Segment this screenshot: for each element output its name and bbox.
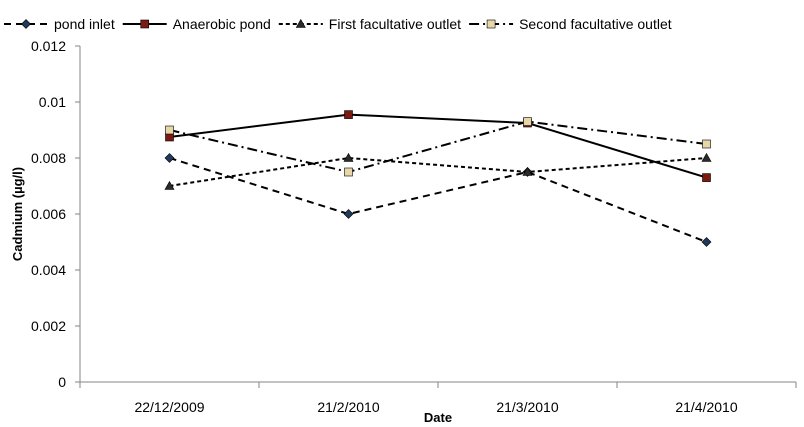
y-tick-label: 0.012 xyxy=(31,38,66,54)
x-axis-title: Date xyxy=(424,410,452,425)
legend-item: Anaerobic pond xyxy=(122,16,271,32)
series-line xyxy=(169,113,707,179)
y-tick-label: 0.01 xyxy=(39,94,66,110)
legend-item: pond inlet xyxy=(4,16,115,32)
y-tick-label: 0.004 xyxy=(31,262,66,278)
legend-label: Second facultative outlet xyxy=(519,16,672,32)
legend-marker xyxy=(295,18,306,28)
series-line xyxy=(169,157,707,243)
legend-marker xyxy=(21,19,31,29)
legend-item: Second facultative outlet xyxy=(469,16,672,32)
legend-label: pond inlet xyxy=(54,16,115,32)
series-line xyxy=(169,120,707,174)
x-tick-label: 21/2/2010 xyxy=(317,399,379,415)
data-point xyxy=(343,152,354,162)
legend-marker xyxy=(486,19,496,29)
series-line xyxy=(169,156,707,187)
data-point xyxy=(702,139,711,149)
y-axis: 0 0.002 0.004 0.006 0.008 0.01 0.012 xyxy=(31,38,81,390)
legend-label: First facultative outlet xyxy=(329,16,461,32)
y-axis-title: Cadmium (µg/l) xyxy=(10,167,25,261)
x-tick-label: 22/12/2009 xyxy=(134,399,204,415)
x-axis: 22/12/2009 21/2/2010 21/3/2010 21/4/2010 xyxy=(79,381,797,415)
data-point xyxy=(344,110,353,119)
legend-label: Anaerobic pond xyxy=(173,16,271,32)
data-point xyxy=(522,166,533,176)
data-point xyxy=(523,117,532,126)
data-point xyxy=(343,209,354,219)
series-2 xyxy=(164,152,712,190)
data-point xyxy=(165,125,174,135)
data-point xyxy=(702,173,711,182)
legend-item: First facultative outlet xyxy=(278,16,461,32)
data-point xyxy=(164,180,175,190)
legend-marker xyxy=(140,19,150,29)
x-tick-label: 21/4/2010 xyxy=(675,399,737,415)
x-tick-label: 21/3/2010 xyxy=(496,399,558,415)
data-point xyxy=(344,167,353,177)
series-0 xyxy=(164,153,712,247)
y-tick-label: 0 xyxy=(58,374,66,390)
y-tick-label: 0.002 xyxy=(31,318,66,334)
series-1 xyxy=(165,110,711,182)
plot-area xyxy=(164,110,712,247)
y-tick-label: 0.008 xyxy=(31,150,66,166)
legend: pond inlet Anaerobic pond First facultativ… xyxy=(4,16,672,32)
data-point xyxy=(164,153,175,163)
data-point xyxy=(701,152,712,162)
y-tick-label: 0.006 xyxy=(31,206,66,222)
series-3 xyxy=(165,117,711,177)
data-point xyxy=(701,237,712,247)
